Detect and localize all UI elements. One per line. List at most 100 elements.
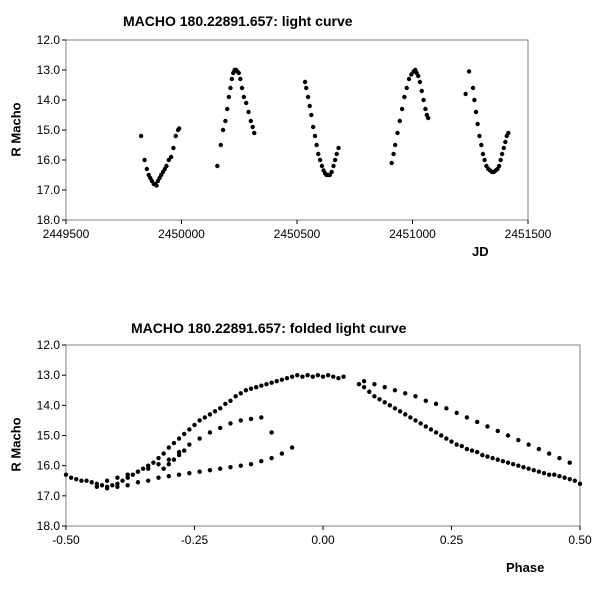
plot-frame (65, 39, 529, 221)
data-point (135, 469, 141, 474)
data-point (536, 446, 542, 452)
data-point (218, 406, 223, 411)
data-point (246, 109, 251, 115)
data-point (110, 483, 115, 488)
data-point (341, 374, 346, 379)
data-point (238, 391, 243, 396)
data-point (417, 79, 423, 85)
data-point (156, 455, 161, 461)
data-point (166, 157, 171, 163)
data-point (171, 440, 177, 446)
data-point (521, 464, 526, 470)
data-point (464, 415, 470, 420)
x-tick-label: 2451500 (505, 227, 552, 241)
data-point (315, 372, 321, 378)
data-point (482, 157, 487, 163)
data-point (310, 124, 316, 130)
data-point (423, 106, 428, 112)
data-point (413, 418, 418, 423)
data-point (331, 374, 336, 379)
data-point (546, 451, 552, 456)
data-point (485, 424, 490, 429)
data-point (382, 400, 387, 405)
plot-frame (65, 344, 581, 527)
data-point (454, 442, 459, 447)
y-tick-label: 12.0 (37, 338, 61, 352)
data-point (166, 461, 171, 467)
data-point (236, 70, 241, 76)
data-point (397, 118, 402, 124)
data-point (408, 415, 413, 420)
data-point (307, 103, 312, 109)
data-point (302, 79, 308, 85)
data-point (220, 127, 226, 133)
x-axis-label: Phase (506, 560, 545, 575)
data-point (402, 94, 407, 100)
data-point (197, 436, 202, 441)
data-point (459, 443, 464, 449)
data-point (387, 403, 393, 408)
data-point (546, 472, 552, 477)
data-point (567, 477, 572, 482)
data-point (94, 481, 100, 486)
data-point (125, 472, 130, 477)
data-point (212, 409, 218, 414)
data-point (389, 160, 394, 166)
data-point (146, 466, 151, 471)
data-point (418, 421, 423, 426)
data-point (259, 383, 264, 388)
x-axis-label: JD (472, 244, 489, 259)
data-point (466, 69, 472, 74)
data-point (449, 439, 454, 444)
data-point (171, 457, 177, 462)
data-point (372, 394, 377, 399)
data-point (531, 467, 536, 473)
data-point (421, 97, 426, 103)
data-point (557, 455, 562, 461)
data-point (495, 428, 500, 434)
data-point (433, 401, 439, 407)
data-point (309, 112, 314, 118)
data-point (176, 449, 182, 455)
data-point (130, 472, 136, 477)
data-point (505, 460, 511, 465)
data-point (413, 394, 418, 399)
data-point (171, 145, 176, 151)
data-point (444, 406, 449, 411)
data-point (228, 464, 233, 470)
data-point (312, 133, 318, 139)
data-point (166, 474, 171, 479)
data-point (516, 463, 521, 468)
data-point (176, 452, 182, 458)
data-point (142, 157, 147, 163)
data-point (439, 433, 444, 438)
data-point (161, 451, 166, 456)
chart-title: MACHO 180.22891.657: light curve (123, 13, 353, 29)
data-point (501, 145, 506, 151)
data-point (577, 481, 583, 486)
chart-title: MACHO 180.22891.657: folded light curve (131, 320, 407, 336)
data-point (187, 471, 192, 476)
data-point (182, 431, 187, 437)
data-point (557, 474, 562, 479)
data-point (151, 460, 156, 465)
data-point (377, 397, 382, 402)
data-point (495, 457, 500, 462)
data-point (187, 427, 192, 432)
y-tick-label: 16.0 (37, 153, 61, 167)
data-point (223, 401, 228, 407)
data-point (305, 94, 311, 100)
x-tick-label: -0.50 (52, 533, 80, 547)
data-point (317, 157, 323, 163)
data-point (125, 483, 130, 488)
data-point (248, 118, 253, 124)
data-point (248, 461, 254, 467)
data-point (392, 388, 398, 393)
data-point (367, 389, 372, 394)
data-point (252, 130, 257, 136)
data-point (259, 415, 264, 420)
y-tick-label: 16.0 (37, 459, 61, 473)
data-point (264, 382, 269, 387)
data-point (336, 145, 341, 151)
data-point (104, 478, 110, 483)
